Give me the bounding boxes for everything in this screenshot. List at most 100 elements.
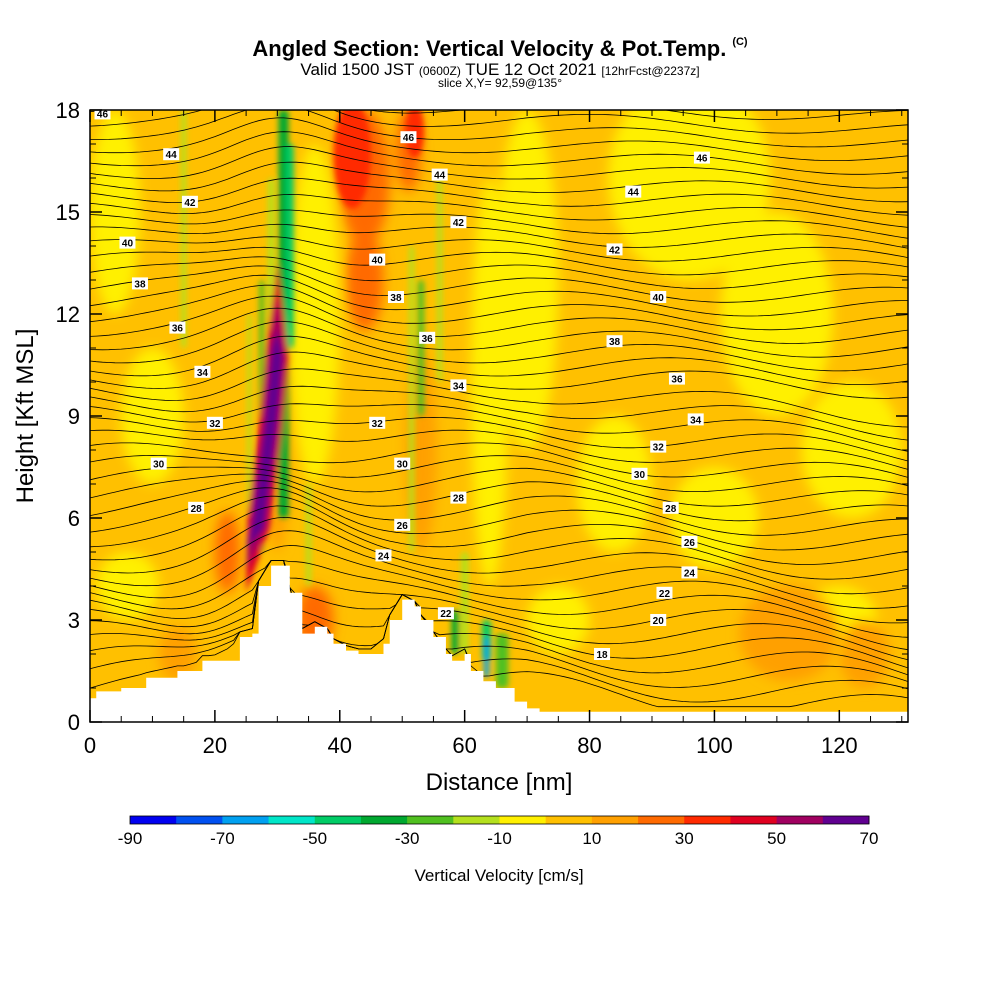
x-tick-label: 60 [452, 733, 476, 758]
colorbar-tick-label: -50 [302, 829, 327, 848]
contour-label-bg [450, 379, 467, 392]
contour-label-bg [594, 648, 611, 660]
velocity-streak [306, 484, 312, 586]
contour-label: 40 [653, 293, 665, 304]
isentrope [90, 495, 908, 566]
isentrope [90, 442, 908, 478]
colorbar-swatch [176, 816, 223, 824]
velocity-cell [90, 110, 140, 314]
isentrope [90, 209, 908, 239]
velocity-cell [214, 511, 240, 593]
isentrope [90, 265, 908, 303]
isentrope [90, 335, 908, 385]
contour-label: 42 [609, 245, 621, 256]
contour-label-bg [188, 501, 205, 514]
isentrope [90, 236, 908, 262]
colorbar-tick-label: 10 [582, 829, 601, 848]
velocity-cell [121, 348, 184, 484]
contour-label: 28 [665, 504, 677, 515]
isentrope [90, 480, 908, 536]
contour-label: 24 [684, 568, 696, 579]
x-tick-label: 20 [203, 733, 227, 758]
y-tick-label: 18 [56, 98, 80, 123]
contour-label-bg [419, 331, 436, 344]
contour-label-bg [606, 243, 623, 256]
velocity-cell [527, 586, 590, 654]
contour-label-bg [131, 277, 148, 290]
colorbar-frame [129, 815, 870, 825]
contour-label-bg [206, 416, 223, 429]
contour-label-bg [606, 335, 623, 348]
contour-label-bg [681, 535, 698, 548]
isentrope [90, 146, 908, 189]
velocity-cell [801, 382, 902, 518]
contour-label: 42 [453, 218, 465, 229]
isentrope [90, 110, 908, 120]
isentrope [90, 505, 908, 580]
updraft-core [246, 331, 283, 548]
contour-label: 44 [434, 171, 446, 182]
isentrope [90, 530, 908, 609]
contour-label: 32 [653, 443, 665, 454]
y-tick-label: 3 [68, 608, 80, 633]
velocity-cell [839, 620, 890, 688]
contour-label-bg [662, 501, 679, 514]
isentrope [90, 560, 908, 703]
contour-label-bg [650, 440, 667, 453]
y-tick-label: 6 [68, 506, 80, 531]
isentrope [90, 321, 908, 372]
isentrope [90, 403, 908, 452]
contour-label: 34 [690, 415, 702, 426]
velocity-cell [608, 110, 771, 280]
isentrope [90, 560, 908, 669]
contour-label: 46 [97, 109, 109, 120]
velocity-cell [470, 178, 509, 586]
velocity-cell [289, 144, 340, 484]
contour-label-bg [668, 372, 685, 385]
terrain-mask [90, 565, 908, 722]
contour-label-bg [650, 614, 667, 626]
contour-label: 38 [390, 293, 402, 304]
y-tick-label: 9 [68, 404, 80, 429]
isentrope [90, 416, 908, 462]
contour-label-bg [94, 110, 111, 120]
colorbar-swatch [130, 816, 177, 824]
colorbar-tick-label: -70 [210, 829, 235, 848]
contour-label: 40 [372, 256, 384, 267]
colorbar-tick-label: -10 [487, 829, 512, 848]
contour-label-bg [687, 413, 704, 426]
contour-label: 30 [397, 460, 409, 471]
isentrope [90, 193, 908, 228]
isentrope [90, 177, 908, 216]
y-tick-label: 0 [68, 710, 80, 735]
colorbar-swatch [314, 816, 362, 824]
contour-label: 46 [696, 154, 708, 165]
contour-label-bg [150, 457, 167, 470]
colorbar-tick-label: 50 [767, 829, 786, 848]
velocity-streak [460, 552, 469, 654]
contour-label: 18 [596, 650, 608, 661]
colorbar-swatch [453, 816, 500, 824]
contour-label-bg [656, 586, 673, 599]
contour-label: 22 [440, 609, 452, 620]
isentrope [90, 110, 908, 134]
isentrope [90, 385, 908, 441]
contour-label: 38 [609, 337, 621, 348]
contour-label-bg [181, 195, 198, 208]
colorbar-title: Vertical Velocity [cm/s] [414, 866, 583, 885]
isentrope [90, 560, 908, 676]
contour-label-bg [194, 365, 211, 378]
y-tick-label: 15 [56, 200, 80, 225]
chart-title: Angled Section: Vertical Velocity & Pot.… [252, 36, 748, 61]
velocity-streak [409, 246, 415, 552]
isentrope [90, 246, 908, 276]
isentrope [90, 307, 908, 358]
velocity-streak [484, 637, 490, 678]
contour-label-bg [400, 131, 417, 144]
velocity-cell [495, 110, 559, 450]
contour-label: 44 [166, 150, 178, 161]
isentrope [90, 223, 908, 249]
contour-label-bg [625, 185, 642, 198]
isentrope [90, 110, 908, 148]
